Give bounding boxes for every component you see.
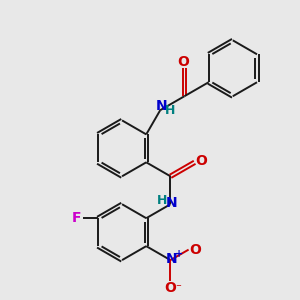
Text: N: N xyxy=(155,99,167,113)
Text: O: O xyxy=(195,154,207,168)
Text: F: F xyxy=(72,211,81,225)
Text: O: O xyxy=(189,243,201,256)
Text: H: H xyxy=(157,194,167,207)
Text: O: O xyxy=(177,55,189,69)
Text: H: H xyxy=(165,104,176,117)
Text: O: O xyxy=(164,281,176,296)
Text: +: + xyxy=(175,249,183,259)
Text: N: N xyxy=(166,252,177,266)
Text: N: N xyxy=(166,196,177,210)
Text: ⁻: ⁻ xyxy=(175,284,181,293)
